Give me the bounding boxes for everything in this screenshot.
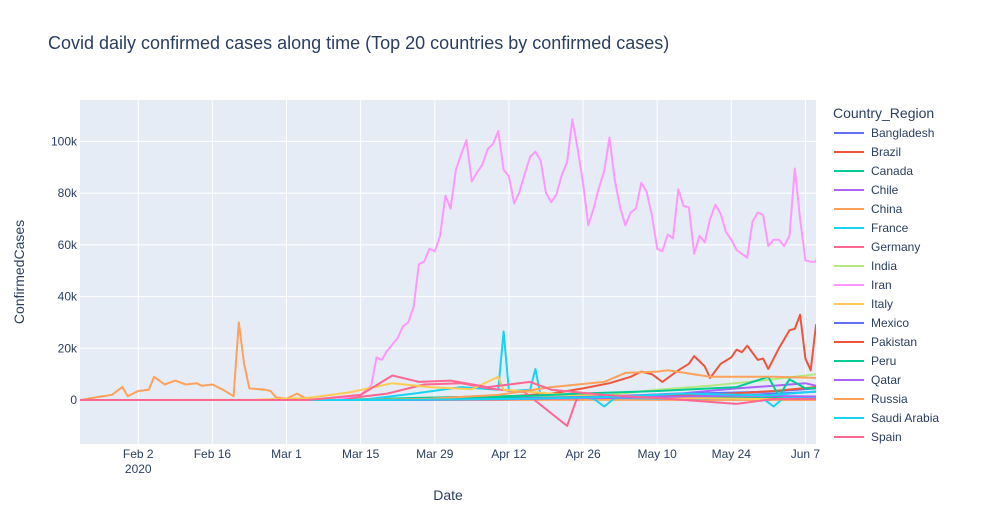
x-tick-label: Mar 15: [342, 447, 380, 461]
series-line-spain: [80, 374, 816, 405]
legend-item[interactable]: Qatar: [871, 373, 901, 387]
x-axis-title: Date: [433, 487, 463, 503]
legend-item[interactable]: Saudi Arabia: [871, 411, 939, 425]
legend-item[interactable]: France: [871, 221, 909, 235]
legend-item[interactable]: Canada: [871, 164, 913, 178]
y-tick-label: 20k: [58, 341, 78, 355]
x-tick-label: May 10: [637, 447, 677, 461]
chart-title: Covid daily confirmed cases along time (…: [48, 33, 670, 53]
legend-item[interactable]: Bangladesh: [871, 126, 934, 140]
x-tick-label: Jun 7: [791, 447, 821, 461]
legend-item[interactable]: Spain: [871, 430, 902, 444]
legend-item[interactable]: Italy: [871, 297, 893, 311]
legend-item[interactable]: China: [871, 202, 903, 216]
legend-item[interactable]: Peru: [871, 354, 896, 368]
legend-item[interactable]: Mexico: [871, 316, 909, 330]
legend-item[interactable]: Brazil: [871, 145, 901, 159]
x-tick-sublabel: 2020: [125, 462, 152, 476]
y-tick-label: 0: [70, 393, 77, 407]
x-tick-label: Mar 29: [416, 447, 454, 461]
legend: Country_Region Bangladesh Brazil Canada Chi…: [833, 105, 939, 444]
legend-item[interactable]: Pakistan: [871, 335, 917, 349]
x-tick-label: Apr 12: [491, 447, 527, 461]
y-tick-label: 40k: [58, 290, 78, 304]
x-tick-label: May 24: [712, 447, 752, 461]
series-line-brazil: [80, 313, 816, 401]
series-line-iran: [80, 118, 816, 401]
x-tick-label: Feb 2: [123, 447, 154, 461]
series-lines: [80, 118, 816, 427]
y-tick-label: 80k: [58, 186, 78, 200]
legend-item[interactable]: Iran: [871, 278, 892, 292]
y-tick-label: 100k: [51, 134, 78, 148]
legend-item[interactable]: India: [871, 259, 897, 273]
legend-item[interactable]: Germany: [871, 240, 920, 254]
legend-item[interactable]: Chile: [871, 183, 899, 197]
y-tick-label: 60k: [58, 238, 78, 252]
legend-title: Country_Region: [833, 105, 934, 121]
y-axis-ticks: 0 20k 40k 60k 80k 100k: [51, 134, 78, 407]
y-axis-title: ConfirmedCases: [11, 220, 27, 324]
x-tick-label: Feb 16: [194, 447, 232, 461]
x-tick-label: Apr 26: [565, 447, 601, 461]
series-line-saudi-arabia: [80, 390, 816, 401]
series-line-italy: [80, 375, 816, 401]
series-line-china: [80, 321, 816, 401]
legend-item[interactable]: Russia: [871, 392, 908, 406]
x-tick-label: Mar 1: [271, 447, 302, 461]
